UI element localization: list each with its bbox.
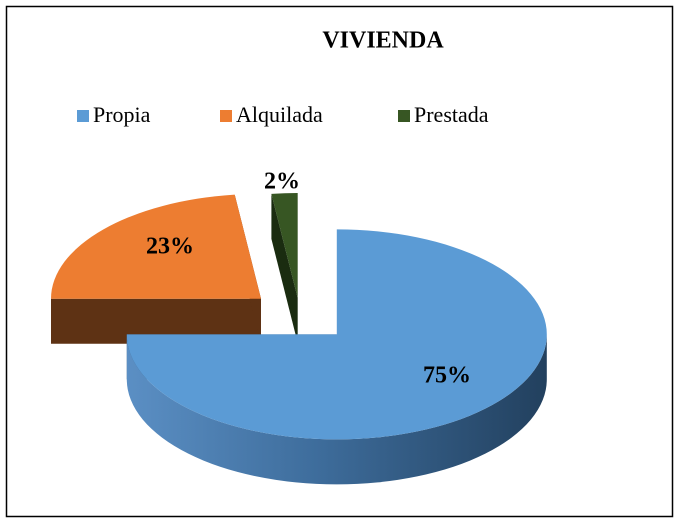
slice-face — [271, 193, 298, 343]
data-label: 2% — [264, 169, 300, 195]
slice — [50, 194, 261, 344]
legend-label: Prestada — [414, 102, 489, 127]
slice-face — [51, 298, 261, 344]
slice-top — [50, 194, 261, 299]
slice — [126, 229, 547, 485]
slice-top — [126, 229, 547, 440]
data-label: 23% — [146, 234, 194, 260]
legend-swatch — [220, 110, 232, 122]
legend-label: Propia — [93, 102, 151, 127]
legend-label: Alquilada — [236, 102, 323, 127]
slice-top — [271, 193, 298, 298]
slice-side — [126, 334, 547, 485]
legend-swatch — [77, 110, 89, 122]
legend-swatch — [398, 110, 410, 122]
slice — [271, 193, 298, 343]
data-label: 75% — [423, 363, 471, 389]
chart-title: VIVIENDA — [322, 28, 444, 54]
